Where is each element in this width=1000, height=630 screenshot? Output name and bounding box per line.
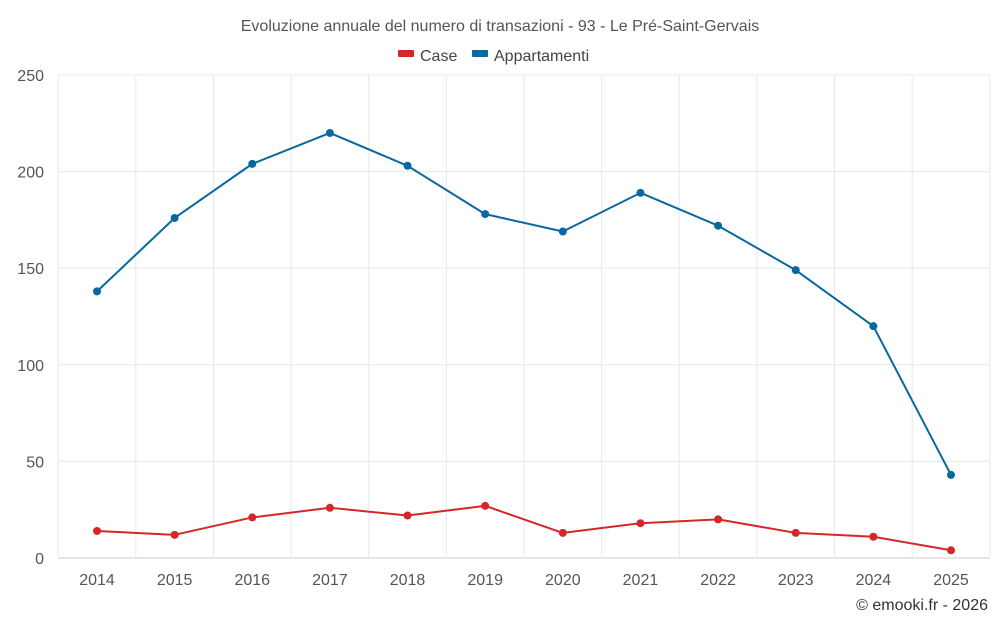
data-point-case: [947, 546, 955, 555]
credit-text: © emooki.fr - 2026: [856, 597, 988, 614]
x-tick-label: 2020: [545, 572, 581, 589]
x-tick-label: 2018: [390, 572, 426, 589]
y-tick-label: 150: [17, 261, 44, 278]
data-point-appartamenti: [481, 210, 490, 219]
data-point-appartamenti: [93, 287, 101, 296]
data-point-appartamenti: [558, 227, 567, 236]
data-point-case: [170, 530, 179, 539]
legend-label: Appartamenti: [494, 48, 589, 65]
x-tick-label: 2014: [79, 572, 115, 589]
x-tick-label: 2016: [234, 572, 270, 589]
data-point-appartamenti: [791, 266, 800, 275]
data-point-appartamenti: [714, 221, 723, 230]
y-tick-label: 50: [26, 454, 44, 471]
data-point-appartamenti: [869, 322, 878, 331]
legend-swatch: [472, 50, 488, 57]
x-tick-label: 2024: [856, 572, 892, 589]
data-point-appartamenti: [248, 159, 257, 168]
data-point-appartamenti: [636, 188, 645, 197]
grid: [57, 74, 991, 559]
x-tick-label: 2022: [700, 572, 736, 589]
data-point-case: [93, 526, 101, 535]
legend: Case Appartamenti: [398, 48, 589, 65]
y-tick-label: 200: [17, 165, 44, 182]
data-point-case: [791, 528, 800, 537]
y-tick-label: 250: [17, 68, 44, 85]
data-point-case: [558, 528, 567, 537]
data-point-case: [636, 519, 645, 528]
x-tick-label: 2021: [623, 572, 659, 589]
data-point-case: [481, 501, 490, 510]
legend-swatch: [398, 50, 414, 57]
data-point-case: [403, 511, 412, 520]
x-tick-label: 2015: [157, 572, 193, 589]
data-point-appartamenti: [170, 213, 179, 222]
chart-title: Evoluzione annuale del numero di transaz…: [241, 18, 760, 35]
data-point-case: [714, 515, 723, 524]
y-tick-label: 0: [35, 551, 44, 568]
data-point-appartamenti: [403, 161, 412, 170]
data-point-case: [869, 532, 878, 541]
data-point-appartamenti: [947, 470, 955, 479]
y-tick-label: 100: [17, 358, 44, 375]
series-line-appartamenti: [96, 131, 952, 476]
data-point-case: [325, 503, 334, 512]
data-point-appartamenti: [325, 128, 334, 137]
series-line-case: [96, 504, 952, 552]
legend-label: Case: [420, 48, 457, 65]
x-tick-label: 2023: [778, 572, 814, 589]
x-tick-label: 2017: [312, 572, 348, 589]
series-layer: [93, 128, 955, 555]
axes: 0 50 100 150 200 250 2014 2015 2016 2017 2018 2019 2…: [17, 68, 969, 589]
data-point-case: [248, 513, 257, 522]
x-tick-label: 2025: [933, 572, 969, 589]
x-tick-label: 2019: [467, 572, 503, 589]
